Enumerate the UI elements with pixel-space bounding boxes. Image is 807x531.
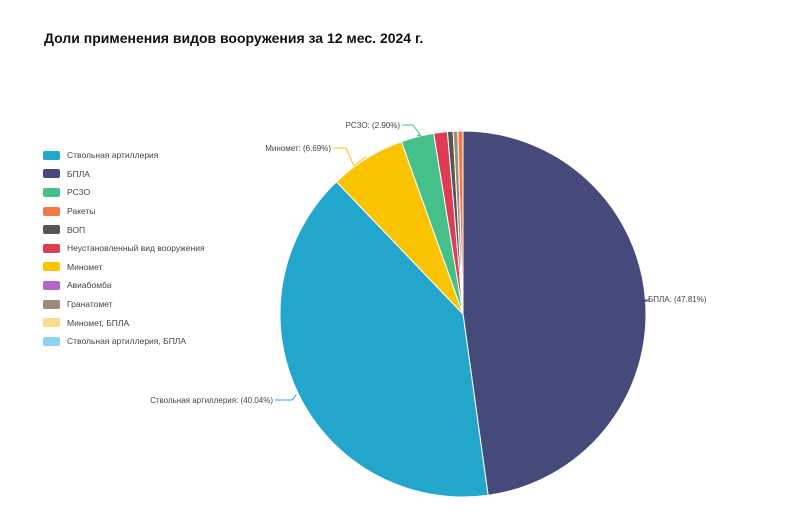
legend-swatch	[43, 206, 60, 216]
leader-line-2	[275, 394, 297, 401]
legend-label: Авиабомба	[67, 280, 112, 291]
leader-line-3	[333, 147, 367, 167]
legend-swatch	[43, 187, 60, 197]
chart-title: Доли применения видов вооружения за 12 м…	[44, 30, 424, 46]
legend-label: РСЗО	[67, 187, 91, 198]
slice-label-2: Ствольная артиллерия: (40.04%)	[150, 396, 273, 405]
chart-legend: Ствольная артиллерия БПЛА РСЗО Ракеты ВОП Неу…	[43, 146, 263, 351]
legend-item[interactable]: Гранатомет	[43, 295, 263, 314]
legend-swatch	[43, 225, 60, 235]
legend-swatch	[43, 262, 60, 272]
pie-slice-labels: БПЛА: (47.81%) Ствольная артиллерия: (40.…	[150, 121, 707, 405]
legend-label: Ствольная артиллерия	[67, 150, 159, 161]
legend-label: Миномет	[67, 261, 103, 272]
slice-label-3: Миномет: (6.69%)	[265, 144, 331, 153]
pie-leader-lines	[275, 124, 650, 401]
legend-swatch	[43, 169, 60, 179]
legend-swatch	[43, 318, 60, 328]
legend-label: БПЛА	[67, 168, 90, 179]
leader-line-1	[639, 299, 650, 302]
legend-label: Неустановленный вид вооружения	[67, 243, 205, 254]
legend-item[interactable]: Ракеты	[43, 202, 263, 221]
legend-item[interactable]: БПЛА	[43, 165, 263, 184]
legend-item[interactable]: РСЗО	[43, 183, 263, 202]
legend-swatch	[43, 150, 60, 160]
legend-swatch	[43, 243, 60, 253]
legend-item[interactable]: Миномет	[43, 258, 263, 277]
pie-slice-1[interactable]	[462, 130, 647, 496]
slice-label-4: РСЗО: (2.90%)	[346, 121, 401, 130]
legend-swatch	[43, 336, 60, 346]
leader-line-4	[402, 124, 423, 137]
pie-slices	[279, 130, 647, 498]
pie-slice-8[interactable]	[457, 130, 464, 315]
legend-item[interactable]: Неустановленный вид вооружения	[43, 239, 263, 258]
legend-label: Миномет, БПЛА	[67, 317, 130, 328]
legend-item[interactable]: Ствольная артиллерия	[43, 146, 263, 165]
legend-item[interactable]: ВОП	[43, 220, 263, 239]
legend-label: ВОП	[67, 224, 86, 235]
legend-swatch	[43, 299, 60, 309]
legend-label: Гранатомет	[67, 299, 113, 310]
legend-swatch	[43, 280, 60, 290]
legend-item[interactable]: Авиабомба	[43, 276, 263, 295]
legend-item[interactable]: Ствольная артиллерия, БПЛА	[43, 332, 263, 351]
pie-slice-2[interactable]	[279, 181, 489, 498]
slice-label-1: БПЛА: (47.81%)	[648, 295, 707, 304]
legend-label: Ствольная артиллерия, БПЛА	[67, 336, 187, 347]
legend-item[interactable]: Миномет, БПЛА	[43, 313, 263, 332]
legend-label: Ракеты	[67, 206, 96, 217]
